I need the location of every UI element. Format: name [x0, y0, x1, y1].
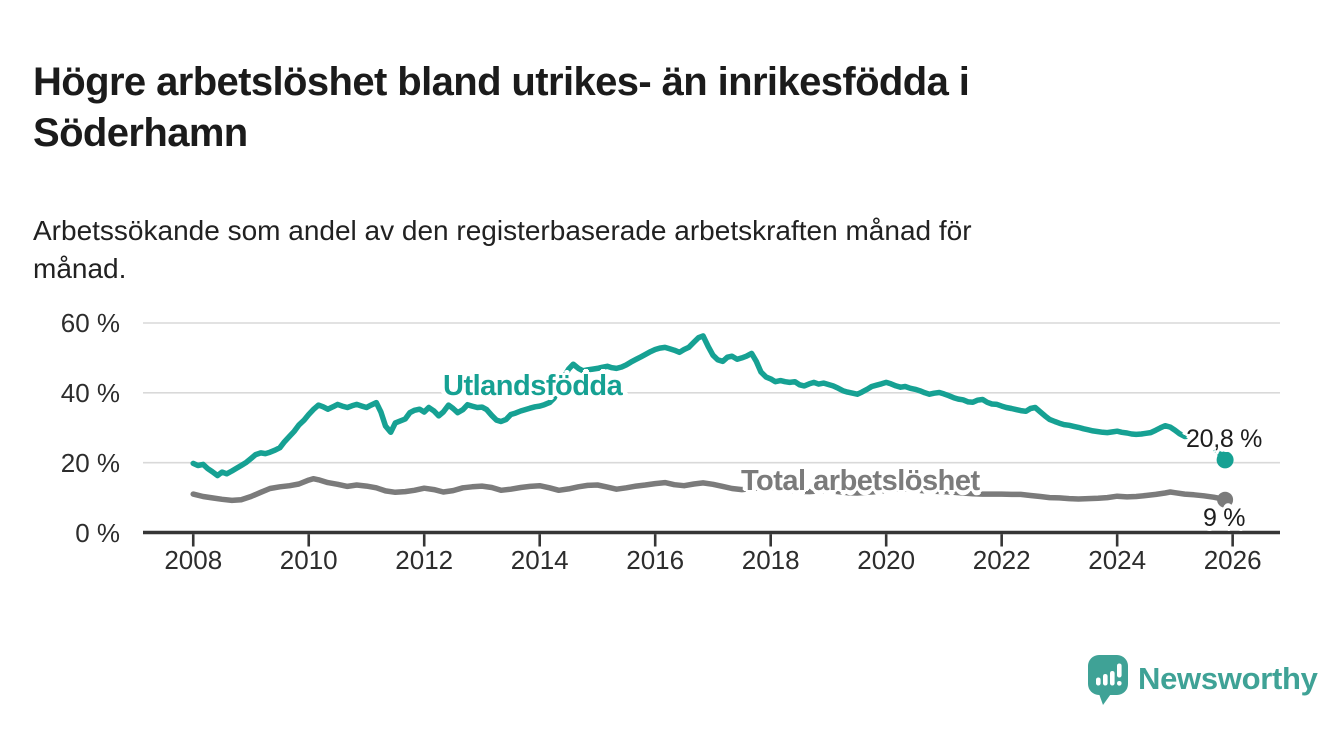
end-value-label-utlandsfodda: 20,8 %	[1186, 425, 1263, 453]
x-tick-label: 2014	[510, 545, 569, 575]
end-value-label-total-arbetsloshet: 9 %	[1203, 504, 1246, 532]
chart-subtitle: Arbetssökande som andel av den registerb…	[33, 215, 972, 285]
series-label-total-arbetsloshet: Total arbetslöshet	[741, 465, 980, 497]
x-tick-label: 2008	[164, 545, 223, 575]
y-tick-label: 40 %	[60, 377, 120, 408]
series-line-0	[190, 333, 1228, 479]
chart-title: Högre arbetslöshet bland utrikes- än inr…	[33, 59, 970, 156]
newsworthy-logo-icon	[1088, 655, 1128, 705]
x-tick-label: 2026	[1203, 545, 1262, 575]
series-label-utlandsfodda: Utlandsfödda	[443, 370, 623, 402]
x-tick-label: 2024	[1088, 545, 1147, 575]
newsworthy-brand-text: Newsworthy	[1138, 661, 1318, 696]
series-end-dot-1	[1217, 491, 1234, 508]
series-end-dot-0	[1216, 451, 1234, 469]
x-tick-label: 2016	[626, 545, 685, 575]
x-tick-label: 2018	[741, 545, 800, 575]
x-tick-label: 2020	[857, 545, 916, 575]
series-line-1	[190, 475, 1228, 504]
x-tick-label: 2012	[395, 545, 454, 575]
y-tick-label: 60 %	[60, 308, 120, 338]
x-tick-label: 2022	[972, 545, 1031, 575]
x-tick-label: 2010	[279, 545, 338, 575]
y-tick-label: 0 %	[75, 517, 120, 548]
y-tick-label: 20 %	[60, 447, 120, 478]
